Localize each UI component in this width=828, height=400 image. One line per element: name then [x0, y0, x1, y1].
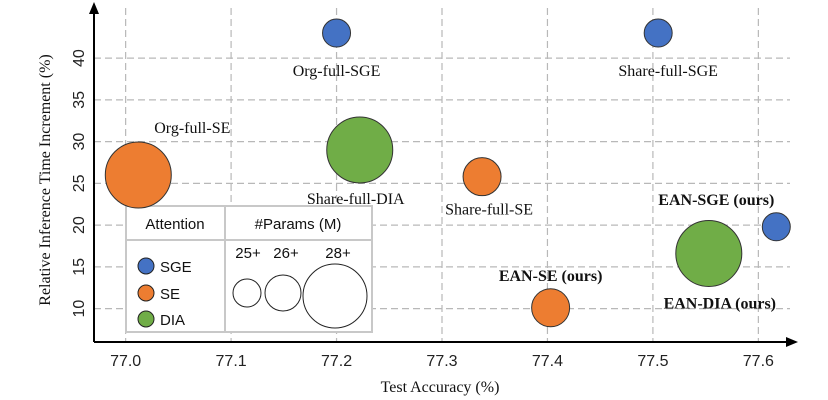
y-tick-label: 20 [71, 216, 88, 234]
data-point-labels: Org-full-SGE Share-full-SGE Org-full-SE Sha… [154, 63, 776, 312]
y-tick-label: 15 [71, 258, 88, 276]
legend-params-28-label: 28+ [325, 245, 351, 262]
x-tick-label: 77.1 [216, 353, 247, 370]
axes [89, 2, 798, 347]
bubble-ean-se-ours [531, 288, 571, 328]
y-tick-label: 30 [71, 133, 88, 151]
label-share-full-sge: Share-full-SGE [618, 63, 718, 80]
label-share-full-dia: Share-full-DIA [307, 191, 405, 208]
legend-params-title: #Params (M) [255, 216, 342, 233]
bubble-share-full-se [462, 157, 502, 197]
label-ean-dia-ours: EAN-DIA (ours) [664, 295, 776, 312]
bubble-ean-sge-ours [761, 212, 791, 242]
data-points [104, 18, 791, 328]
legend-box [125, 205, 373, 333]
x-tick-label: 77.5 [637, 353, 668, 370]
legend-dia-label: DIA [160, 312, 185, 329]
y-tick-labels: 10 15 20 25 30 35 40 [71, 49, 88, 317]
y-tick-label: 25 [71, 174, 88, 192]
x-tick-label: 77.6 [743, 353, 774, 370]
y-tick-label: 35 [71, 91, 88, 109]
x-tick-label: 77.3 [426, 353, 457, 370]
x-tick-label: 77.0 [110, 353, 141, 370]
x-axis-arrow [786, 337, 798, 347]
bubble-share-full-sge [643, 18, 673, 48]
y-axis-title: Relative Inference Time Increment (%) [37, 54, 54, 305]
legend-se-marker [137, 284, 155, 302]
legend-params-26-label: 26+ [273, 245, 299, 262]
bubble-share-full-dia [326, 116, 394, 184]
legend-params-28-circle [302, 263, 368, 329]
legend-params-25-label: 25+ [235, 245, 261, 262]
y-tick-label: 10 [71, 300, 88, 318]
legend-se-label: SE [160, 286, 180, 303]
label-ean-se-ours: EAN-SE (ours) [499, 268, 603, 285]
label-org-full-se: Org-full-SE [154, 120, 230, 137]
x-tick-labels: 77.0 77.1 77.2 77.3 77.4 77.5 77.6 [110, 353, 774, 370]
y-axis-arrow [89, 2, 99, 14]
label-share-full-se: Share-full-SE [445, 202, 533, 219]
legend-dia-marker [137, 310, 155, 328]
bubble-org-full-se [104, 141, 172, 209]
legend-params-25-circle [232, 278, 262, 308]
legend-attention-title: Attention [145, 216, 204, 233]
bubble-org-full-sge [322, 18, 352, 48]
bubble-ean-dia-ours [675, 219, 743, 287]
label-ean-sge-ours: EAN-SGE (ours) [658, 192, 774, 209]
legend: Attention #Params (M) SGE SE DIA 25+ 26+… [125, 205, 373, 333]
legend-sge-label: SGE [160, 259, 192, 276]
x-tick-label: 77.4 [532, 353, 563, 370]
legend-params-26-circle [264, 274, 302, 312]
y-tick-label: 40 [71, 49, 88, 67]
x-tick-label: 77.2 [321, 353, 352, 370]
x-axis-title: Test Accuracy (%) [381, 379, 500, 396]
legend-sge-marker [137, 257, 155, 275]
label-org-full-sge: Org-full-SGE [293, 63, 381, 80]
